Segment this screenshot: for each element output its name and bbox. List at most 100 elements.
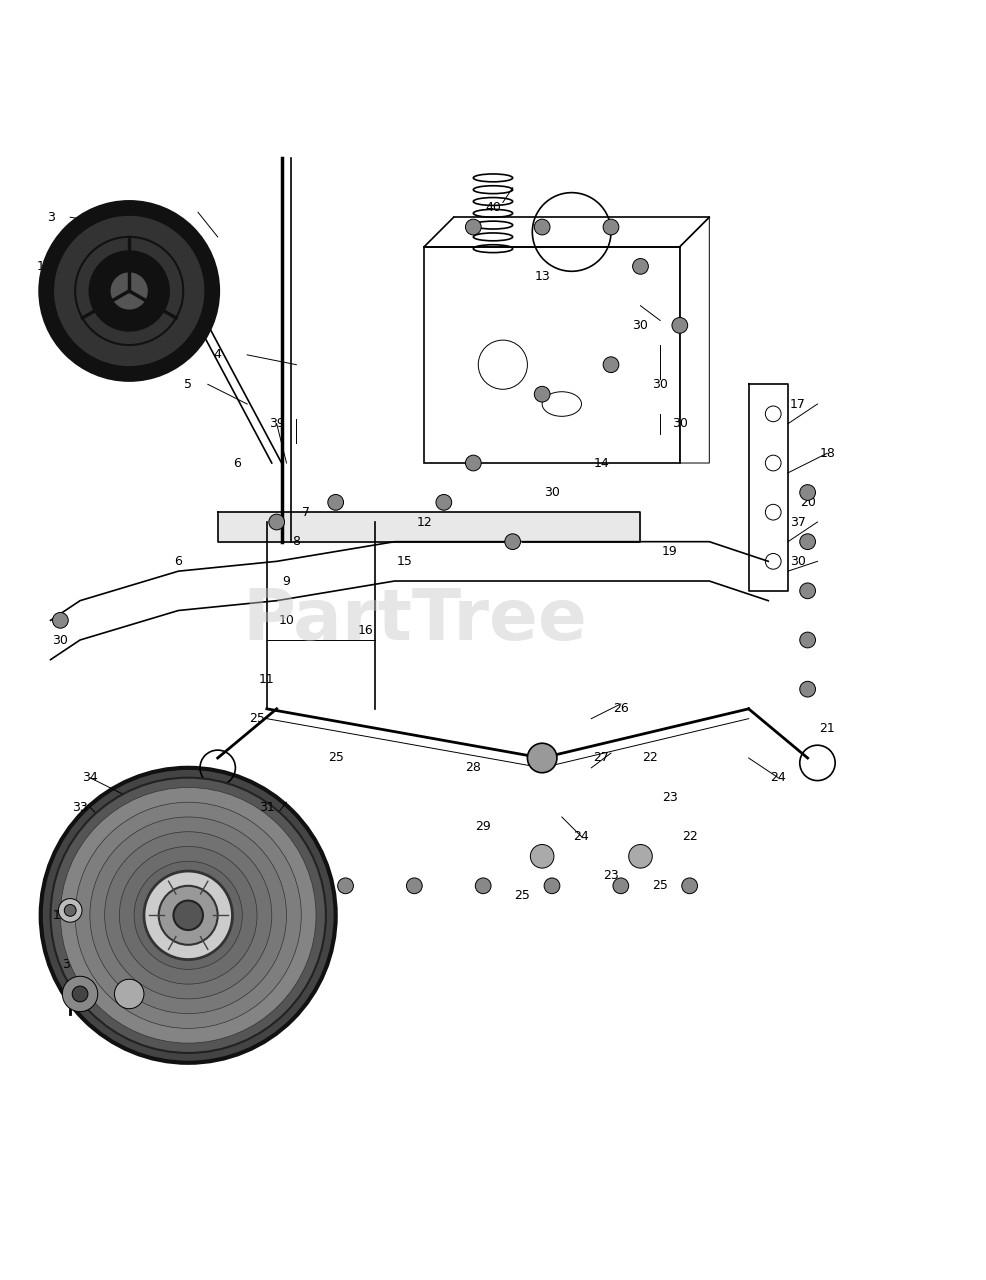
Text: PartTree: PartTree: [242, 586, 587, 655]
Text: 5: 5: [184, 378, 192, 390]
Ellipse shape: [144, 872, 233, 960]
Text: 38: 38: [62, 957, 78, 972]
Circle shape: [603, 357, 619, 372]
Text: 19: 19: [663, 545, 677, 558]
Text: 17: 17: [790, 398, 806, 411]
Text: 41: 41: [121, 230, 137, 243]
Circle shape: [90, 252, 169, 330]
Ellipse shape: [75, 803, 302, 1028]
Circle shape: [64, 905, 76, 916]
Polygon shape: [218, 512, 641, 541]
Text: 40: 40: [485, 201, 501, 214]
Text: 39: 39: [269, 417, 285, 430]
Text: 24: 24: [574, 831, 590, 844]
Text: 28: 28: [465, 762, 481, 774]
Text: 1: 1: [36, 260, 44, 273]
Ellipse shape: [90, 817, 287, 1014]
Circle shape: [800, 632, 815, 648]
Circle shape: [436, 494, 452, 511]
Circle shape: [52, 612, 68, 628]
Text: 23: 23: [663, 791, 677, 804]
Ellipse shape: [159, 886, 218, 945]
Ellipse shape: [119, 846, 257, 984]
Circle shape: [633, 259, 649, 274]
Circle shape: [544, 878, 560, 893]
Ellipse shape: [50, 778, 325, 1053]
Text: 11: 11: [259, 673, 275, 686]
Circle shape: [603, 219, 619, 236]
Circle shape: [800, 582, 815, 599]
Circle shape: [800, 534, 815, 549]
Text: 3: 3: [46, 211, 54, 224]
Text: 16: 16: [357, 623, 373, 636]
Text: 30: 30: [671, 417, 688, 430]
Text: 14: 14: [594, 457, 609, 470]
Text: 25: 25: [515, 890, 530, 902]
Text: 23: 23: [603, 869, 619, 882]
Circle shape: [800, 485, 815, 500]
Text: 31: 31: [82, 850, 98, 863]
Text: 7: 7: [302, 506, 311, 518]
Text: 20: 20: [800, 682, 815, 695]
Text: 30: 30: [52, 634, 68, 646]
Circle shape: [613, 878, 629, 893]
Text: 30: 30: [652, 378, 669, 390]
Text: 18: 18: [819, 447, 835, 460]
Text: 21: 21: [819, 722, 835, 735]
Text: 25: 25: [327, 751, 344, 764]
Ellipse shape: [174, 901, 203, 931]
Circle shape: [40, 202, 218, 379]
Bar: [424, 247, 679, 463]
Circle shape: [475, 878, 491, 893]
Text: 6: 6: [234, 457, 242, 470]
Text: 4: 4: [214, 348, 222, 361]
Text: 22: 22: [643, 751, 659, 764]
Circle shape: [534, 219, 550, 236]
Circle shape: [800, 681, 815, 698]
Text: 34: 34: [82, 771, 98, 785]
Text: 31: 31: [259, 801, 275, 814]
Text: 22: 22: [681, 831, 697, 844]
Ellipse shape: [40, 768, 335, 1062]
Circle shape: [269, 878, 285, 893]
Text: 8: 8: [293, 535, 301, 548]
Circle shape: [465, 456, 481, 471]
Text: 36: 36: [131, 997, 147, 1010]
Text: 33: 33: [72, 801, 88, 814]
Ellipse shape: [60, 787, 317, 1043]
Ellipse shape: [105, 832, 272, 998]
Text: 42: 42: [161, 300, 176, 312]
Text: 35: 35: [200, 997, 216, 1010]
Circle shape: [681, 878, 697, 893]
Circle shape: [671, 317, 687, 333]
Text: 12: 12: [416, 516, 432, 529]
Text: 20: 20: [800, 495, 815, 509]
Circle shape: [530, 845, 554, 868]
Circle shape: [114, 979, 144, 1009]
Text: 29: 29: [475, 820, 491, 833]
Ellipse shape: [134, 861, 243, 969]
Text: 6: 6: [175, 554, 182, 568]
Text: 32: 32: [269, 919, 285, 932]
Circle shape: [327, 494, 343, 511]
Circle shape: [62, 977, 98, 1011]
Circle shape: [629, 845, 653, 868]
Text: 30: 30: [790, 554, 806, 568]
Circle shape: [337, 878, 353, 893]
Circle shape: [58, 899, 82, 922]
Text: 30: 30: [544, 486, 560, 499]
Text: 37: 37: [790, 516, 806, 529]
Circle shape: [109, 271, 149, 311]
Circle shape: [55, 218, 203, 365]
Circle shape: [72, 986, 88, 1002]
Circle shape: [534, 387, 550, 402]
Text: 25: 25: [652, 879, 669, 892]
Text: 26: 26: [613, 703, 629, 716]
Text: 27: 27: [594, 751, 609, 764]
Text: 15: 15: [396, 554, 412, 568]
Circle shape: [528, 744, 557, 773]
Circle shape: [269, 515, 285, 530]
Circle shape: [465, 219, 481, 236]
Circle shape: [505, 534, 521, 549]
Text: 30: 30: [633, 319, 649, 332]
